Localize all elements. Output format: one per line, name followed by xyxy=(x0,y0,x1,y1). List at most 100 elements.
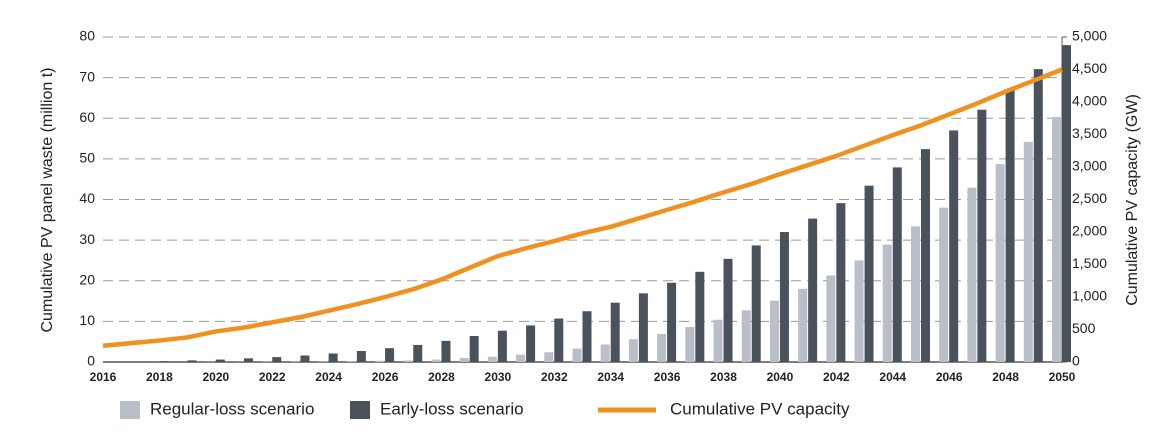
y-tick-label: 60 xyxy=(79,109,95,125)
x-tick-label: 2018 xyxy=(146,370,173,384)
bar xyxy=(272,357,281,362)
bar xyxy=(583,311,592,362)
bar xyxy=(498,331,507,362)
y-tick-label: 30 xyxy=(79,231,95,247)
bar xyxy=(375,361,384,362)
bar xyxy=(544,352,553,362)
y-tick-label: 80 xyxy=(79,28,95,44)
y-tick-label: 10 xyxy=(79,312,95,328)
bar xyxy=(526,325,535,362)
bar xyxy=(770,301,779,362)
bar xyxy=(470,336,479,362)
bar xyxy=(1062,45,1071,362)
x-tick-label: 2048 xyxy=(992,370,1019,384)
bar xyxy=(329,353,338,362)
bar xyxy=(1052,117,1061,362)
x-tick-label: 2042 xyxy=(823,370,850,384)
bar xyxy=(836,203,845,362)
bar xyxy=(742,310,751,362)
bar xyxy=(667,283,676,362)
bar xyxy=(752,245,761,362)
bar xyxy=(714,320,723,362)
bar xyxy=(657,334,666,362)
bar xyxy=(780,232,789,362)
bar xyxy=(216,360,225,362)
x-tick-label: 2020 xyxy=(202,370,229,384)
bar xyxy=(385,348,394,362)
bar xyxy=(1024,142,1033,362)
bar xyxy=(601,345,610,362)
x-tick-label: 2032 xyxy=(541,370,568,384)
bar xyxy=(611,303,620,362)
bar xyxy=(413,345,422,362)
bar xyxy=(460,358,469,362)
legend-swatch xyxy=(350,401,370,419)
bar xyxy=(996,164,1005,362)
bar xyxy=(1034,69,1043,362)
bar xyxy=(516,355,525,362)
y2-tick-label: 0 xyxy=(1072,353,1080,369)
y-tick-label: 40 xyxy=(79,190,95,206)
bar xyxy=(300,356,309,363)
bar xyxy=(554,319,563,362)
bar xyxy=(921,149,930,362)
x-tick-label: 2044 xyxy=(879,370,906,384)
y2-tick-label: 1,000 xyxy=(1072,288,1107,304)
bar xyxy=(357,351,366,362)
y-axis-title: Cumulative PV panel waste (million t) xyxy=(39,68,56,333)
bar xyxy=(967,188,976,362)
bar xyxy=(724,259,733,362)
bar xyxy=(431,360,440,362)
y2-tick-label: 3,000 xyxy=(1072,158,1107,174)
legend-label: Regular-loss scenario xyxy=(150,399,314,418)
bar xyxy=(911,226,920,362)
y2-tick-label: 4,500 xyxy=(1072,60,1107,76)
bar xyxy=(808,219,817,362)
bar xyxy=(695,272,704,362)
x-tick-label: 2028 xyxy=(428,370,455,384)
x-tick-label: 2036 xyxy=(654,370,681,384)
x-tick-label: 2050 xyxy=(1049,370,1076,384)
x-tick-label: 2040 xyxy=(767,370,794,384)
bar xyxy=(893,167,902,362)
bar xyxy=(685,327,694,362)
y2-tick-label: 500 xyxy=(1072,320,1096,336)
bar xyxy=(855,260,864,362)
y2-axis-title: Cumulative PV capacity (GW) xyxy=(1124,94,1141,306)
bar xyxy=(639,293,648,362)
y2-tick-label: 2,000 xyxy=(1072,223,1107,239)
y2-tick-label: 5,000 xyxy=(1072,28,1107,44)
bar xyxy=(798,289,807,362)
bar xyxy=(949,130,958,362)
x-tick-label: 2022 xyxy=(259,370,286,384)
bar xyxy=(319,361,328,362)
x-tick-label: 2024 xyxy=(315,370,342,384)
x-tick-label: 2026 xyxy=(372,370,399,384)
bar xyxy=(403,360,412,362)
bar xyxy=(488,357,497,362)
bar xyxy=(244,358,253,362)
y-tick-label: 70 xyxy=(79,68,95,84)
bar xyxy=(1006,90,1015,362)
bar xyxy=(629,339,638,362)
bar xyxy=(159,361,168,362)
bar xyxy=(865,186,874,362)
x-tick-label: 2038 xyxy=(710,370,737,384)
bar xyxy=(441,341,450,362)
x-tick-label: 2034 xyxy=(597,370,624,384)
bar xyxy=(826,275,835,362)
bar xyxy=(883,245,892,362)
y2-tick-label: 3,500 xyxy=(1072,125,1107,141)
bar xyxy=(573,349,582,362)
x-tick-label: 2030 xyxy=(485,370,512,384)
y2-tick-label: 2,500 xyxy=(1072,190,1107,206)
bar xyxy=(939,208,948,362)
y2-tick-label: 1,500 xyxy=(1072,255,1107,271)
y-tick-label: 0 xyxy=(87,353,95,369)
legend-label: Cumulative PV capacity xyxy=(670,399,850,418)
legend-swatch xyxy=(120,401,140,419)
bar xyxy=(188,360,197,362)
x-tick-label: 2046 xyxy=(936,370,963,384)
bar xyxy=(347,361,356,362)
